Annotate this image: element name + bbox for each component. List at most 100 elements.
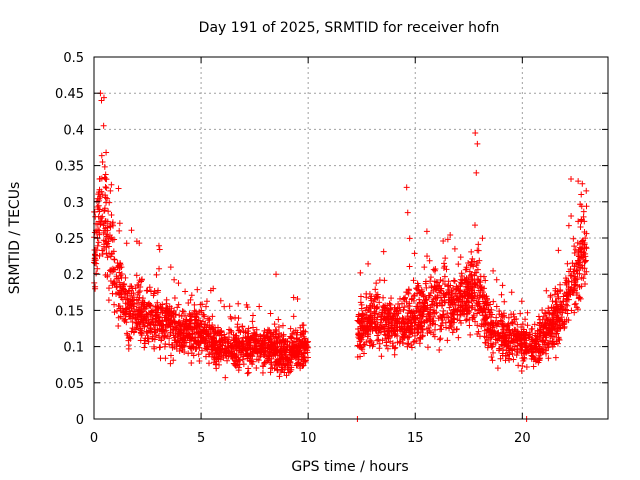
data-point: [493, 319, 500, 326]
data-point: [555, 247, 562, 254]
data-point: [116, 279, 123, 286]
data-point: [415, 321, 422, 328]
data-point: [252, 337, 259, 344]
data-point: [416, 335, 423, 342]
data-point: [268, 355, 275, 362]
data-point: [195, 317, 202, 324]
data-point: [555, 335, 562, 342]
data-point: [100, 122, 107, 129]
data-point: [419, 333, 426, 340]
data-point: [92, 251, 99, 258]
data-point: [103, 149, 110, 156]
data-point: [205, 333, 212, 340]
data-point: [479, 235, 486, 242]
data-point: [371, 308, 378, 315]
data-point: [536, 330, 543, 337]
data-point: [405, 327, 412, 334]
data-point: [499, 282, 506, 289]
data-point: [574, 282, 581, 289]
data-point: [217, 297, 224, 304]
data-point: [253, 364, 260, 371]
data-point: [98, 152, 105, 159]
data-point: [261, 347, 268, 354]
data-point: [385, 327, 392, 334]
data-point: [433, 302, 440, 309]
data-point: [213, 354, 220, 361]
data-point: [198, 333, 205, 340]
data-point: [99, 251, 106, 258]
data-point: [253, 356, 260, 363]
data-point: [513, 338, 520, 345]
data-point: [116, 303, 123, 310]
data-point: [508, 311, 515, 318]
data-point: [369, 316, 376, 323]
data-point: [535, 359, 542, 366]
data-point: [290, 294, 297, 301]
data-point: [575, 178, 582, 185]
data-point: [458, 293, 465, 300]
data-point: [450, 277, 457, 284]
data-point: [451, 301, 458, 308]
data-point: [168, 313, 175, 320]
data-point: [130, 290, 137, 297]
data-point: [267, 342, 274, 349]
data-point: [506, 326, 513, 333]
data-point: [103, 250, 110, 257]
data-point: [279, 366, 286, 373]
data-point: [391, 345, 398, 352]
data-point: [230, 337, 237, 344]
data-point: [556, 337, 563, 344]
data-point: [505, 355, 512, 362]
y-tick-label: 0.1: [63, 341, 84, 356]
data-point: [532, 330, 539, 337]
data-point: [160, 333, 167, 340]
data-point: [441, 281, 448, 288]
data-point: [577, 248, 584, 255]
data-point: [192, 334, 199, 341]
data-point: [482, 294, 489, 301]
data-point: [244, 350, 251, 357]
data-point: [126, 313, 133, 320]
data-point: [453, 326, 460, 333]
data-point: [557, 286, 564, 293]
data-point: [240, 342, 247, 349]
data-point: [540, 313, 547, 320]
data-point: [133, 238, 140, 245]
data-point: [381, 323, 388, 330]
data-point: [240, 328, 247, 335]
data-point: [220, 352, 227, 359]
data-point: [543, 287, 550, 294]
data-point: [490, 298, 497, 305]
data-point: [493, 303, 500, 310]
data-point: [418, 286, 425, 293]
data-point: [484, 319, 491, 326]
data-point: [216, 361, 223, 368]
data-point: [163, 327, 170, 334]
data-point: [518, 347, 525, 354]
data-point: [528, 355, 535, 362]
data-point: [366, 291, 373, 298]
data-point: [239, 323, 246, 330]
data-point: [134, 291, 141, 298]
data-point: [202, 337, 209, 344]
data-point: [109, 221, 116, 228]
data-point: [476, 294, 483, 301]
data-point: [102, 183, 109, 190]
data-point: [553, 324, 560, 331]
data-point: [161, 343, 168, 350]
data-point: [152, 308, 159, 315]
data-point: [578, 203, 585, 210]
data-point: [128, 302, 135, 309]
data-point: [274, 346, 281, 353]
data-point: [121, 294, 128, 301]
data-point: [519, 321, 526, 328]
data-point: [472, 293, 479, 300]
data-point: [428, 283, 435, 290]
data-point: [478, 323, 485, 330]
data-point: [247, 358, 254, 365]
data-point: [100, 237, 107, 244]
data-point: [261, 331, 268, 338]
data-point: [102, 225, 109, 232]
data-point: [552, 354, 559, 361]
data-point: [226, 303, 233, 310]
